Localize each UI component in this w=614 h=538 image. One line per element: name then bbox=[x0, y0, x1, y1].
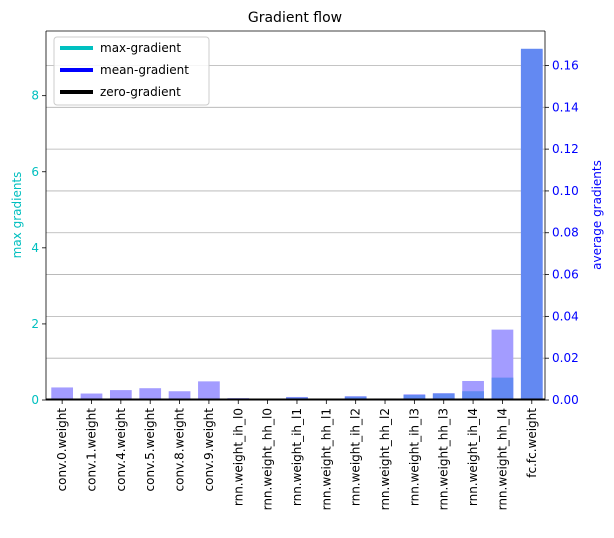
x-tick-label: rnn.weight_ih_l1 bbox=[290, 408, 304, 506]
mean-gradient-bar bbox=[491, 377, 514, 400]
left-axis-label: max gradients bbox=[10, 172, 24, 259]
right-tick-label: 0.10 bbox=[552, 184, 579, 198]
x-tick-label: conv.1.weight bbox=[84, 408, 98, 492]
legend-box bbox=[53, 36, 210, 106]
max-gradient-bar bbox=[109, 390, 132, 400]
legend-label: mean-gradient bbox=[100, 63, 189, 77]
x-tick-label: rnn.weight_ih_l4 bbox=[466, 408, 480, 506]
x-tick-label: rnn.weight_hh_l0 bbox=[261, 408, 275, 510]
x-tick-label: rnn.weight_hh_l3 bbox=[437, 408, 451, 510]
x-tick-label: fc.fc.weight bbox=[525, 408, 539, 478]
mean-gradient-bar bbox=[344, 396, 367, 400]
x-tick-label: conv.0.weight bbox=[55, 408, 69, 492]
mean-gradient-bar bbox=[403, 394, 426, 400]
mean-gradient-bar bbox=[432, 393, 455, 400]
x-axis-ticks: conv.0.weight conv.1.weight conv.4.weight c… bbox=[55, 400, 539, 510]
x-tick-label: rnn.weight_hh_l1 bbox=[319, 408, 333, 510]
legend-label: max-gradient bbox=[100, 41, 181, 55]
right-axis-label: average gradients bbox=[590, 160, 604, 270]
right-tick-label: 0.06 bbox=[552, 268, 579, 282]
right-tick-label: 0.14 bbox=[552, 100, 579, 114]
x-tick-label: conv.9.weight bbox=[202, 408, 216, 492]
axes bbox=[45, 30, 546, 401]
right-axis-ticks: 0.00 0.02 0.04 0.06 0.08 0.10 0.12 0.14 0.16 bbox=[545, 58, 579, 407]
right-tick-label: 0.00 bbox=[552, 393, 579, 407]
max-gradient-bar bbox=[198, 381, 220, 400]
x-tick-label: rnn.weight_ih_l2 bbox=[349, 408, 363, 506]
right-tick-label: 0.04 bbox=[552, 309, 579, 323]
left-axis-ticks: 0 2 4 6 8 bbox=[31, 89, 46, 407]
right-tick-label: 0.12 bbox=[552, 142, 579, 156]
right-tick-label: 0.08 bbox=[552, 226, 579, 240]
left-tick-label: 4 bbox=[31, 241, 39, 255]
grid-lines bbox=[46, 65, 545, 401]
left-tick-label: 2 bbox=[31, 317, 39, 331]
mean-gradient-bar bbox=[462, 391, 484, 400]
max-gradient-bar bbox=[51, 387, 74, 400]
right-tick-label: 0.16 bbox=[552, 58, 579, 72]
max-gradient-bar bbox=[80, 393, 103, 400]
mean-gradient-bars bbox=[227, 48, 543, 400]
x-tick-label: rnn.weight_ih_l3 bbox=[407, 408, 421, 506]
legend: max-gradient mean-gradient zero-gradient bbox=[53, 36, 210, 106]
max-gradient-bar bbox=[139, 388, 162, 400]
x-tick-label: conv.4.weight bbox=[114, 408, 128, 492]
max-gradient-bar bbox=[168, 391, 191, 400]
chart-title: Gradient flow bbox=[248, 10, 342, 26]
right-tick-label: 0.02 bbox=[552, 351, 579, 365]
left-tick-label: 8 bbox=[31, 89, 39, 103]
legend-label: zero-gradient bbox=[100, 85, 181, 99]
x-tick-label: conv.8.weight bbox=[173, 408, 187, 492]
x-tick-label: rnn.weight_ih_l0 bbox=[231, 408, 245, 506]
x-tick-label: rnn.weight_hh_l4 bbox=[495, 408, 509, 510]
left-tick-label: 0 bbox=[31, 393, 39, 407]
x-tick-label: rnn.weight_hh_l2 bbox=[378, 408, 392, 510]
x-tick-label: conv.5.weight bbox=[143, 408, 157, 492]
mean-gradient-bar bbox=[520, 48, 543, 400]
left-tick-label: 6 bbox=[31, 165, 39, 179]
